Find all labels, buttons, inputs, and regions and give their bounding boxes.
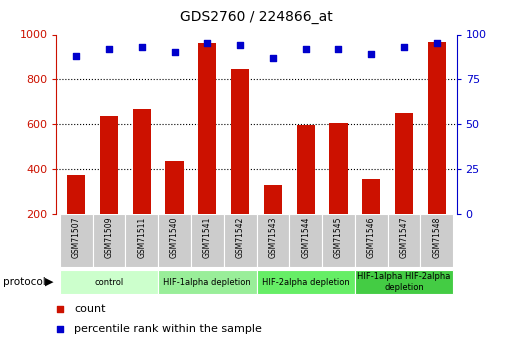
Text: GSM71507: GSM71507 [72, 217, 81, 258]
Point [433, 41, 441, 46]
Text: HIF-2alpha depletion: HIF-2alpha depletion [262, 277, 349, 287]
Text: GSM71540: GSM71540 [170, 217, 179, 258]
FancyBboxPatch shape [355, 270, 453, 294]
FancyBboxPatch shape [256, 270, 355, 294]
FancyBboxPatch shape [158, 270, 256, 294]
Text: GSM71541: GSM71541 [203, 217, 212, 258]
Bar [297, 125, 314, 214]
Point [236, 42, 244, 48]
Point [170, 50, 179, 55]
Text: GDS2760 / 224866_at: GDS2760 / 224866_at [180, 10, 333, 24]
Bar [428, 42, 446, 214]
Text: GSM71511: GSM71511 [137, 217, 146, 258]
Text: GSM71509: GSM71509 [105, 217, 113, 258]
Point [302, 46, 310, 52]
FancyBboxPatch shape [388, 214, 421, 267]
Text: GSM71546: GSM71546 [367, 217, 376, 258]
Point [289, 34, 297, 40]
Point [400, 44, 408, 50]
FancyBboxPatch shape [224, 214, 256, 267]
Text: protocol: protocol [3, 277, 45, 287]
Text: GSM71544: GSM71544 [301, 217, 310, 258]
Text: GSM71545: GSM71545 [334, 217, 343, 258]
Text: GSM71543: GSM71543 [268, 217, 278, 258]
Point [203, 41, 211, 46]
Text: control: control [94, 277, 124, 287]
Bar [362, 179, 380, 214]
Point [334, 46, 343, 52]
FancyBboxPatch shape [421, 214, 453, 267]
Text: GSM71542: GSM71542 [235, 217, 245, 258]
Text: HIF-1alpha HIF-2alpha
depletion: HIF-1alpha HIF-2alpha depletion [358, 272, 451, 292]
Bar [395, 114, 413, 214]
FancyBboxPatch shape [256, 214, 289, 267]
Bar [133, 109, 151, 214]
FancyBboxPatch shape [60, 270, 158, 294]
FancyBboxPatch shape [158, 214, 191, 267]
Bar [100, 116, 118, 214]
FancyBboxPatch shape [289, 214, 322, 267]
FancyBboxPatch shape [125, 214, 158, 267]
FancyBboxPatch shape [355, 214, 388, 267]
Point [269, 55, 277, 61]
Text: HIF-1alpha depletion: HIF-1alpha depletion [164, 277, 251, 287]
Text: GSM71547: GSM71547 [400, 217, 408, 258]
Bar [166, 160, 184, 214]
Text: percentile rank within the sample: percentile rank within the sample [74, 325, 262, 334]
Text: ▶: ▶ [45, 277, 53, 287]
Bar [329, 123, 347, 214]
Bar [231, 69, 249, 214]
Point [367, 51, 376, 57]
FancyBboxPatch shape [60, 214, 92, 267]
FancyBboxPatch shape [191, 214, 224, 267]
Bar [199, 43, 216, 214]
Text: GSM71548: GSM71548 [432, 217, 441, 258]
Bar [67, 175, 85, 214]
FancyBboxPatch shape [322, 214, 355, 267]
Bar [264, 185, 282, 214]
Point [105, 46, 113, 52]
Point [72, 53, 80, 59]
Point [137, 44, 146, 50]
Point [289, 222, 297, 228]
Text: count: count [74, 304, 106, 314]
FancyBboxPatch shape [92, 214, 125, 267]
